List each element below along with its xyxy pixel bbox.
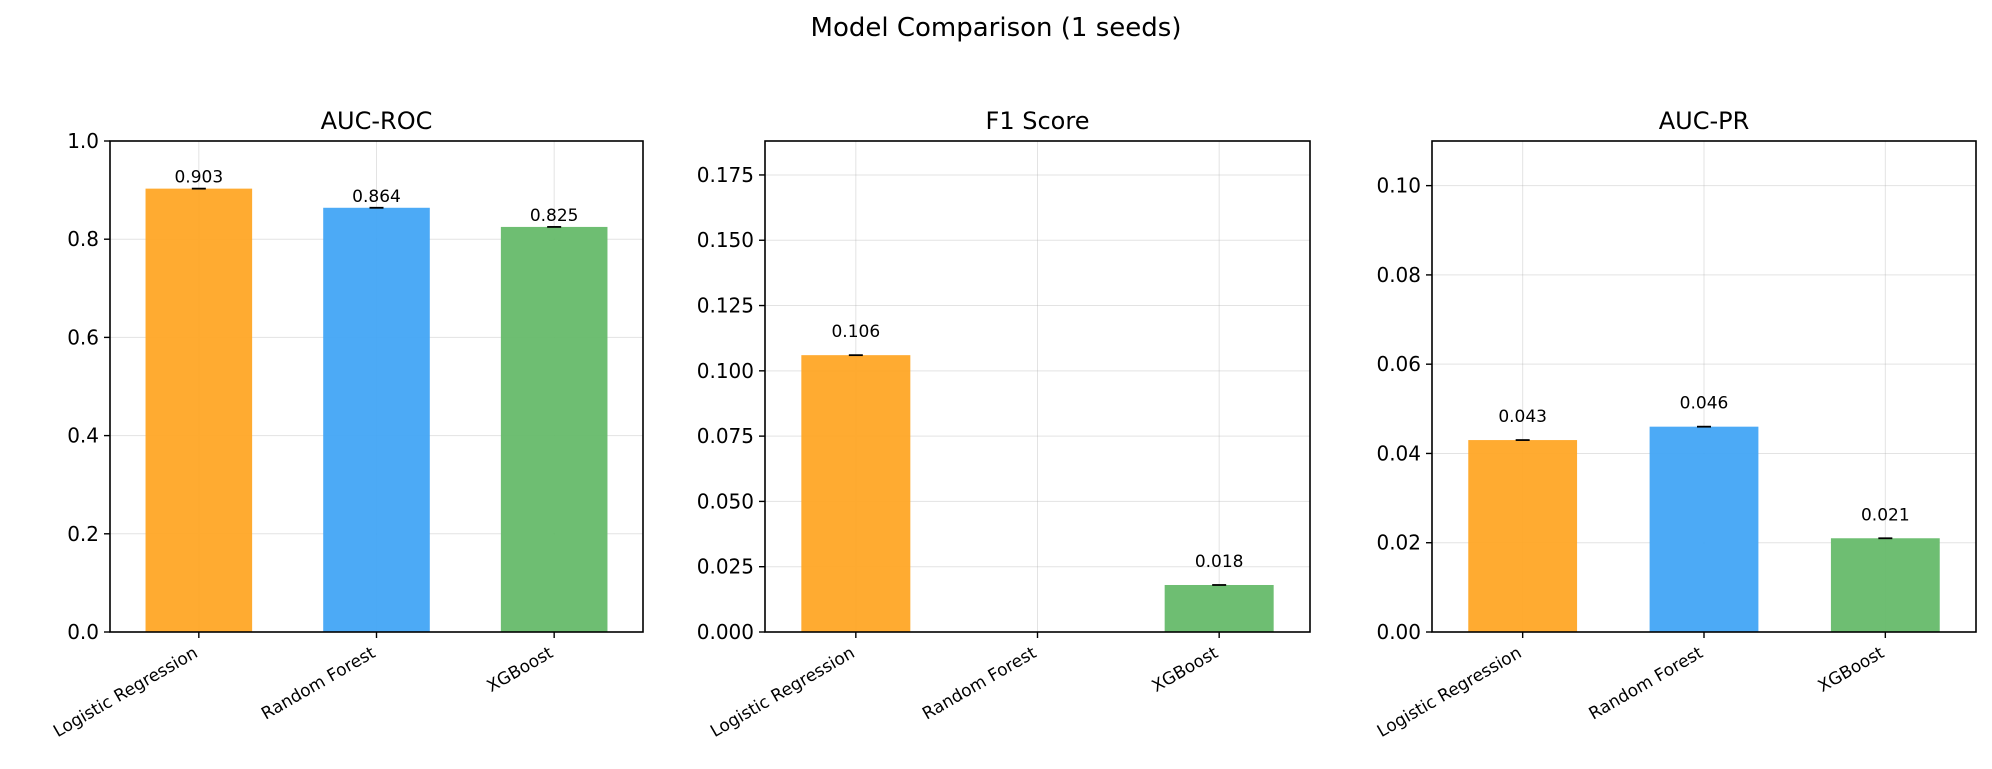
figure-title: Model Comparison (1 seeds) (811, 13, 1182, 43)
y-tick-label: 0.125 (697, 294, 754, 318)
y-tick-label: 0.10 (1376, 174, 1421, 198)
x-tick-label: XGBoost (484, 643, 557, 697)
bar-xgboost (1830, 538, 1940, 632)
data-label: 0.018 (1195, 552, 1244, 572)
data-label: 0.864 (352, 187, 401, 207)
x-tick-label: XGBoost (1149, 643, 1222, 697)
x-tick-label: Random Forest (919, 643, 1040, 724)
x-tick-label: Random Forest (1586, 643, 1707, 724)
panel-2: F1 Score 0.000 0.025 0.050 0.075 0.100 0.125 0.… (697, 107, 1311, 742)
panel-title: AUC-PR (1659, 107, 1750, 135)
y-tick-label: 0.100 (697, 359, 754, 383)
x-tick-label: Logistic Regression (1374, 643, 1525, 742)
x-tick-label: Logistic Regression (50, 643, 201, 742)
panels: AUC-ROC 0.0 0.2 0.4 0.6 0.8 1.0 0.903 0.864 0.825… (50, 107, 1977, 742)
panel-3: AUC-PR 0.00 0.02 0.04 0.06 0.08 0.10 0.043 0.046… (1374, 107, 1977, 742)
bar-xgboost (1164, 584, 1274, 632)
y-tick-label: 0.075 (697, 424, 754, 448)
y-tick-label: 0.02 (1376, 531, 1421, 555)
y-tick-label: 0.4 (67, 424, 99, 448)
y-tick-label: 0.04 (1376, 441, 1421, 465)
data-label: 0.825 (530, 206, 579, 226)
bar-random-forest (323, 207, 430, 632)
y-tick-label: 0.050 (697, 489, 754, 513)
bar-logistic-regression (801, 355, 911, 632)
x-tick-label: XGBoost (1815, 643, 1888, 697)
y-tick-label: 0.08 (1376, 263, 1421, 287)
data-label: 0.043 (1498, 407, 1547, 427)
y-tick-label: 0.150 (697, 228, 754, 252)
bar-xgboost (500, 226, 608, 633)
panel-1: AUC-ROC 0.0 0.2 0.4 0.6 0.8 1.0 0.903 0.864 0.825… (50, 107, 644, 742)
y-tick-label: 0.000 (697, 620, 754, 644)
bar-logistic-regression (145, 188, 253, 632)
bar-logistic-regression (1468, 440, 1578, 632)
x-tick-label: Random Forest (258, 643, 379, 724)
x-tick-label: Logistic Regression (707, 643, 858, 742)
y-tick-label: 0.175 (697, 163, 754, 187)
data-label: 0.046 (1680, 394, 1729, 414)
y-tick-label: 0.2 (67, 522, 99, 546)
y-tick-label: 0.6 (67, 325, 99, 349)
panel-title: AUC-ROC (321, 107, 433, 135)
y-tick-label: 0.025 (697, 555, 754, 579)
panel-title: F1 Score (986, 107, 1090, 135)
bar-random-forest (1649, 426, 1759, 632)
y-tick-label: 0.00 (1376, 620, 1421, 644)
y-tick-label: 0.8 (67, 227, 99, 251)
data-label: 0.106 (831, 322, 880, 342)
data-label: 0.021 (1861, 505, 1910, 525)
data-label: 0.903 (174, 168, 223, 188)
y-tick-label: 1.0 (67, 129, 99, 153)
y-tick-label: 0.06 (1376, 352, 1421, 376)
y-tick-label: 0.0 (67, 620, 99, 644)
